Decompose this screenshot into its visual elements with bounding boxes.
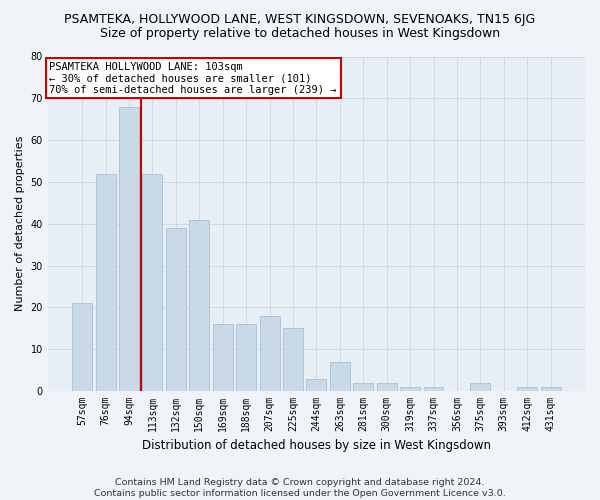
- Bar: [353, 382, 373, 391]
- Bar: [236, 324, 256, 391]
- Text: Size of property relative to detached houses in West Kingsdown: Size of property relative to detached ho…: [100, 28, 500, 40]
- Bar: [517, 387, 537, 391]
- Bar: [470, 382, 490, 391]
- Bar: [377, 382, 397, 391]
- Bar: [424, 387, 443, 391]
- Bar: [190, 220, 209, 391]
- Bar: [166, 228, 186, 391]
- X-axis label: Distribution of detached houses by size in West Kingsdown: Distribution of detached houses by size …: [142, 440, 491, 452]
- Bar: [72, 303, 92, 391]
- Bar: [119, 106, 139, 391]
- Bar: [213, 324, 233, 391]
- Text: PSAMTEKA HOLLYWOOD LANE: 103sqm
← 30% of detached houses are smaller (101)
70% o: PSAMTEKA HOLLYWOOD LANE: 103sqm ← 30% of…: [49, 62, 337, 94]
- Y-axis label: Number of detached properties: Number of detached properties: [15, 136, 25, 312]
- Bar: [142, 174, 163, 391]
- Bar: [307, 378, 326, 391]
- Bar: [541, 387, 560, 391]
- Bar: [260, 316, 280, 391]
- Bar: [95, 174, 116, 391]
- Bar: [330, 362, 350, 391]
- Bar: [400, 387, 420, 391]
- Text: PSAMTEKA, HOLLYWOOD LANE, WEST KINGSDOWN, SEVENOAKS, TN15 6JG: PSAMTEKA, HOLLYWOOD LANE, WEST KINGSDOWN…: [64, 12, 536, 26]
- Text: Contains HM Land Registry data © Crown copyright and database right 2024.
Contai: Contains HM Land Registry data © Crown c…: [94, 478, 506, 498]
- Bar: [283, 328, 303, 391]
